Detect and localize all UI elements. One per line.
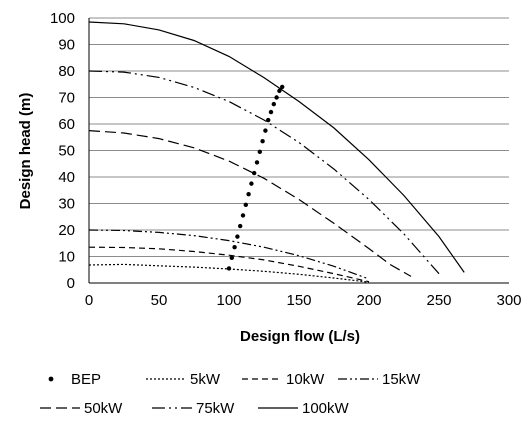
y-tick-label-3: 30 xyxy=(58,196,75,213)
y-tick-label-1: 10 xyxy=(58,249,75,266)
bep-point-10 xyxy=(254,160,260,165)
bep-point-14 xyxy=(266,117,271,123)
legend-label-5kw: 5kW xyxy=(190,371,221,388)
y-tick-label-0: 0 xyxy=(67,275,75,292)
legend-marker-bep xyxy=(48,376,54,382)
legend-label-bep: BEP xyxy=(71,371,101,388)
bep-point-7 xyxy=(246,192,251,197)
bep-point-12 xyxy=(260,139,265,144)
x-tick-label-2: 100 xyxy=(216,292,241,309)
series-line-100kw xyxy=(88,21,465,273)
x-tick-label-3: 150 xyxy=(286,292,311,309)
bep-point-9 xyxy=(252,170,257,176)
y-tick-labels: 0 10 20 30 40 50 60 70 80 90 100 xyxy=(50,10,75,292)
bep-point-15 xyxy=(268,109,274,115)
series-line-5kw xyxy=(88,263,370,283)
y-axis-title: Design head (m) xyxy=(17,93,34,210)
legend-label-75kw: 75kW xyxy=(196,400,235,417)
x-tick-label-5: 250 xyxy=(426,292,451,309)
bep-point-4 xyxy=(238,223,243,229)
bep-point-13 xyxy=(263,128,268,133)
series-line-75kw xyxy=(88,70,440,275)
series-bep xyxy=(226,84,285,271)
bep-point-5 xyxy=(240,213,246,218)
series-line-15kw xyxy=(88,229,370,280)
bep-point-2 xyxy=(232,245,237,250)
legend-label-15kw: 15kW xyxy=(382,371,421,388)
bep-point-3 xyxy=(235,234,240,239)
legend-label-50kw: 50kW xyxy=(84,400,123,417)
bep-point-18 xyxy=(277,88,282,94)
bep-point-19 xyxy=(280,84,285,90)
legend-item-100kw: 100kW xyxy=(258,400,350,417)
legend-item-10kw: 10kW xyxy=(242,371,325,388)
y-tick-label-10: 100 xyxy=(50,10,75,27)
bep-point-11 xyxy=(257,149,262,155)
y-tick-label-9: 90 xyxy=(58,37,75,54)
legend: BEP 5kW 10kW 15kW 50kW 75kW 100kW xyxy=(40,371,421,417)
bep-point-8 xyxy=(249,181,254,186)
series-line-50kw xyxy=(88,130,412,277)
y-tick-label-8: 80 xyxy=(58,63,75,80)
x-tick-labels: 0 50 100 150 200 250 300 xyxy=(85,292,522,309)
legend-item-50kw: 50kW xyxy=(40,400,123,417)
legend-label-10kw: 10kW xyxy=(286,371,325,388)
x-tick-label-0: 0 xyxy=(85,292,93,309)
bep-point-1 xyxy=(229,255,234,261)
axes xyxy=(88,18,509,284)
y-tick-label-6: 60 xyxy=(58,116,75,133)
legend-item-15kw: 15kW xyxy=(338,371,421,388)
gridlines xyxy=(89,17,509,257)
legend-item-5kw: 5kW xyxy=(146,371,221,388)
y-tick-label-7: 70 xyxy=(58,90,75,107)
legend-item-bep: BEP xyxy=(48,371,101,388)
y-tick-label-2: 20 xyxy=(58,222,75,239)
legend-item-75kw: 75kW xyxy=(152,400,235,417)
y-tick-label-5: 50 xyxy=(58,143,75,160)
x-tick-label-1: 50 xyxy=(151,292,168,309)
bep-point-16 xyxy=(271,101,276,107)
x-tick-label-6: 300 xyxy=(496,292,521,309)
y-tick-label-4: 40 xyxy=(58,169,75,186)
series-line-10kw xyxy=(88,246,370,283)
legend-label-100kw: 100kW xyxy=(302,400,350,417)
series-layer xyxy=(88,21,465,283)
bep-point-6 xyxy=(243,202,248,208)
x-axis-title: Design flow (L/s) xyxy=(240,328,360,345)
bep-point-17 xyxy=(274,95,279,100)
x-tick-label-4: 200 xyxy=(356,292,381,309)
